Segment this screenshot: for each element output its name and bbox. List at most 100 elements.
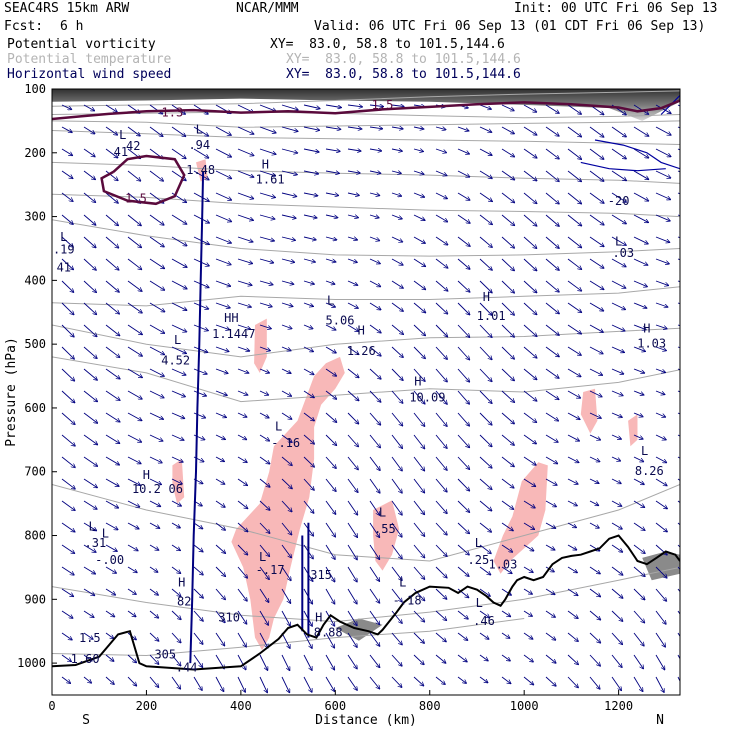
wind-vector (61, 544, 74, 553)
wind-vector (61, 302, 74, 314)
wind-vector (105, 236, 118, 248)
wind-vector (589, 126, 604, 137)
wind-vector (149, 368, 164, 376)
wind-vector (127, 566, 137, 572)
x-tick-label: 600 (324, 699, 346, 713)
contour-label: 41 (57, 260, 71, 274)
wind-vector (479, 170, 492, 178)
contour-label: L (615, 234, 622, 248)
wind-vector (435, 192, 447, 199)
wind-vector (61, 390, 75, 403)
wind-vector (479, 390, 492, 403)
wind-vector (215, 324, 229, 330)
wind-vector (105, 104, 117, 112)
wind-vector (523, 258, 537, 271)
wind-vector (391, 544, 402, 559)
wind-vector (193, 390, 206, 396)
wind-vector (611, 126, 626, 137)
wind-vector (633, 214, 648, 222)
wind-vector (347, 368, 359, 377)
wind-vector (237, 544, 247, 555)
wind-vector (655, 302, 668, 307)
wind-vector (523, 104, 536, 112)
wind-vector (83, 390, 97, 402)
wind-vector (391, 346, 403, 357)
contour-label: .46 (473, 614, 495, 628)
wind-vector (369, 434, 380, 448)
wind-vector (391, 105, 404, 107)
wind-vector (149, 676, 158, 687)
wind-vector (259, 654, 268, 670)
wind-vector (523, 368, 537, 379)
wind-vector (523, 324, 537, 336)
wind-vector (237, 126, 254, 134)
wind-vector (479, 676, 488, 683)
wind-vector (501, 324, 514, 337)
contour-label: 82 (177, 595, 191, 609)
wind-vector (633, 346, 645, 351)
contour-label: 1.26 (347, 344, 376, 358)
y-axis-label: Pressure (hPa) (4, 337, 19, 447)
wind-vector (347, 236, 357, 240)
wind-vector (435, 148, 446, 153)
wind-vector (611, 390, 623, 396)
wind-vector (83, 258, 96, 270)
wind-vector (83, 346, 97, 358)
wind-vector (127, 126, 140, 136)
wind-vector (193, 544, 203, 552)
wind-vector (501, 170, 514, 180)
wind-vector (655, 412, 665, 417)
wind-vector (435, 632, 446, 642)
wind-vector (479, 104, 491, 109)
wind-vector (105, 566, 116, 573)
wind-vector (105, 456, 119, 465)
wind-vector (369, 456, 380, 470)
wind-vector (61, 170, 73, 178)
wind-vector (61, 500, 75, 510)
wind-vector (347, 105, 362, 107)
wind-vector (479, 126, 491, 132)
wind-vector (83, 632, 93, 639)
wind-vector (435, 522, 447, 535)
wind-vector (83, 456, 97, 466)
wind-vector (259, 104, 276, 111)
wind-vector (501, 148, 514, 157)
wind-vector (127, 236, 141, 247)
wind-vector (193, 192, 209, 201)
wind-vector (127, 478, 140, 485)
wind-vector (105, 544, 117, 551)
wind-vector (215, 258, 231, 265)
wind-vector (479, 214, 492, 224)
wind-vector (369, 258, 380, 264)
wind-vector (83, 522, 96, 531)
wind-vector (149, 214, 164, 225)
jet-streak-line (189, 171, 205, 664)
contour-label: 1.48 (186, 163, 215, 177)
wind-vector (677, 654, 680, 660)
wind-vector (457, 214, 470, 223)
x-tick-label: 200 (136, 699, 158, 713)
wind-vector (83, 588, 94, 595)
wind-vector (83, 324, 97, 336)
wind-vector (149, 544, 158, 550)
wind-vector (149, 500, 160, 506)
wind-vector (545, 632, 555, 640)
wind-vector (61, 478, 75, 489)
wind-vector (193, 148, 208, 158)
wind-vector (633, 456, 643, 462)
theta-contour-360 (52, 111, 680, 119)
wind-vector (479, 500, 492, 511)
pink-shade-region (628, 414, 638, 447)
wind-vector (611, 170, 626, 180)
wind-vector (149, 522, 159, 528)
wind-vector (105, 346, 120, 357)
wind-vector (633, 192, 648, 201)
wind-vector (281, 588, 290, 603)
wind-vector (501, 346, 514, 359)
wind-vector (83, 566, 95, 574)
wind-vector (633, 522, 645, 530)
wind-vector (325, 390, 336, 399)
wind-vector (127, 390, 142, 399)
y-tick-label: 500 (24, 337, 46, 351)
wind-vector (435, 170, 447, 176)
